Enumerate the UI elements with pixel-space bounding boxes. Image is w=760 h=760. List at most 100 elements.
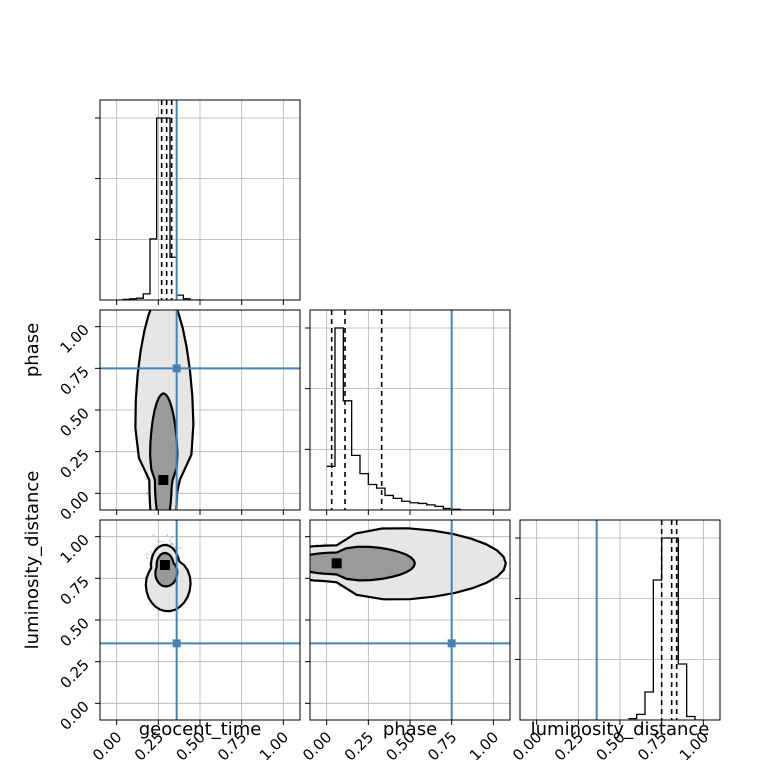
y-tick-label: 0.00	[56, 487, 92, 523]
scatter-point	[296, 565, 298, 567]
scatter-point	[272, 562, 274, 564]
scatter-point	[306, 552, 308, 554]
scatter-point	[146, 556, 149, 559]
scatter-point	[145, 478, 148, 481]
histogram-step-geocent_time	[116, 117, 204, 300]
x-axis-label-geocent-time: geocent_time	[139, 719, 262, 740]
scatter-point	[295, 557, 297, 559]
scatter-point	[294, 572, 296, 574]
y-tick-label: 1.00	[56, 321, 92, 357]
scatter-point	[297, 546, 299, 548]
scatter-point	[300, 547, 302, 549]
scatter-point	[301, 559, 303, 561]
scatter-point	[303, 564, 305, 566]
scatter-point	[302, 564, 304, 566]
scatter-point	[292, 566, 294, 568]
scatter-point	[291, 561, 293, 563]
scatter-point	[278, 560, 280, 562]
panel-phase-phase	[305, 309, 511, 515]
scatter-point	[307, 571, 309, 573]
scatter-point	[297, 574, 299, 576]
density-peak	[160, 560, 170, 570]
scatter-point	[302, 558, 304, 560]
x-axis-label-phase: phase	[383, 719, 437, 740]
scatter-point	[305, 564, 307, 566]
scatter-point	[288, 569, 290, 571]
scatter-point	[301, 557, 303, 559]
scatter-point	[300, 574, 302, 576]
scatter-point	[306, 567, 308, 569]
scatter-point	[284, 565, 286, 567]
scatter-point	[305, 560, 307, 562]
scatter-point	[295, 545, 297, 547]
scatter-point	[289, 561, 291, 563]
x-tick-label: 0.00	[299, 728, 335, 760]
scatter-point	[294, 560, 296, 562]
contour-inner	[154, 551, 179, 588]
scatter-point	[289, 568, 291, 570]
density-peak	[158, 475, 169, 485]
y-axis-label-phase: phase	[22, 323, 43, 377]
scatter-point	[306, 549, 308, 551]
scatter-point	[296, 583, 298, 585]
scatter-point	[160, 540, 163, 543]
scatter-point	[291, 553, 293, 555]
truth-marker	[447, 639, 456, 648]
truth-marker	[172, 639, 181, 648]
scatter-point	[301, 560, 303, 562]
scatter-point	[304, 565, 306, 567]
x-tick-label: 0.00	[89, 728, 125, 760]
panel-frame	[309, 519, 511, 721]
scatter-point	[303, 563, 305, 565]
y-tick-label: 1.00	[56, 531, 92, 567]
scatter-point	[293, 554, 295, 556]
x-tick-label: 0.25	[341, 728, 377, 760]
scatter-point	[303, 558, 305, 560]
scatter-point	[294, 563, 296, 565]
scatter-point	[275, 570, 277, 572]
scatter-point	[286, 560, 288, 562]
scatter-point	[169, 543, 173, 546]
y-tick-label: 0.25	[56, 446, 92, 482]
scatter-point	[338, 585, 341, 588]
scatter-point	[266, 571, 268, 573]
scatter-point	[275, 559, 277, 561]
contour-outer	[134, 310, 195, 510]
scatter-point	[305, 575, 307, 577]
truth-marker	[172, 364, 181, 373]
scatter-point	[307, 569, 309, 571]
scatter-point	[296, 568, 298, 570]
panel-frame	[99, 519, 301, 721]
y-axis-label-luminosity-distance: luminosity_distance	[22, 471, 43, 650]
panel-geocent_time-geocent_time	[95, 99, 301, 305]
scatter-point	[300, 564, 302, 566]
contour-outer	[144, 543, 192, 613]
scatter-point	[301, 580, 303, 582]
scatter-point	[304, 573, 306, 575]
scatter-point	[152, 534, 155, 537]
density-peak	[331, 558, 342, 569]
panel-frame	[99, 99, 301, 301]
y-tick-label: 0.50	[56, 404, 92, 440]
scatter-point	[305, 571, 307, 573]
scatter-point	[303, 569, 305, 571]
scatter-point	[305, 565, 307, 567]
scatter-point	[302, 557, 304, 559]
scatter-point	[279, 557, 281, 559]
scatter-point	[273, 550, 275, 552]
y-tick-label: 0.25	[56, 656, 92, 692]
scatter-point	[284, 569, 286, 571]
scatter-point	[291, 558, 293, 560]
scatter-point	[291, 566, 293, 568]
contour-outer	[310, 527, 507, 601]
scatter-point	[302, 565, 304, 567]
scatter-point	[280, 559, 282, 561]
scatter-point	[258, 565, 260, 567]
y-tick-label: 0.50	[56, 614, 92, 650]
scatter-point	[306, 566, 308, 568]
scatter-point	[268, 583, 270, 585]
scatter-point	[297, 551, 299, 553]
scatter-point	[307, 562, 309, 564]
x-axis-label-luminosity-distance: luminosity_distance	[531, 719, 710, 740]
scatter-point	[178, 546, 181, 549]
